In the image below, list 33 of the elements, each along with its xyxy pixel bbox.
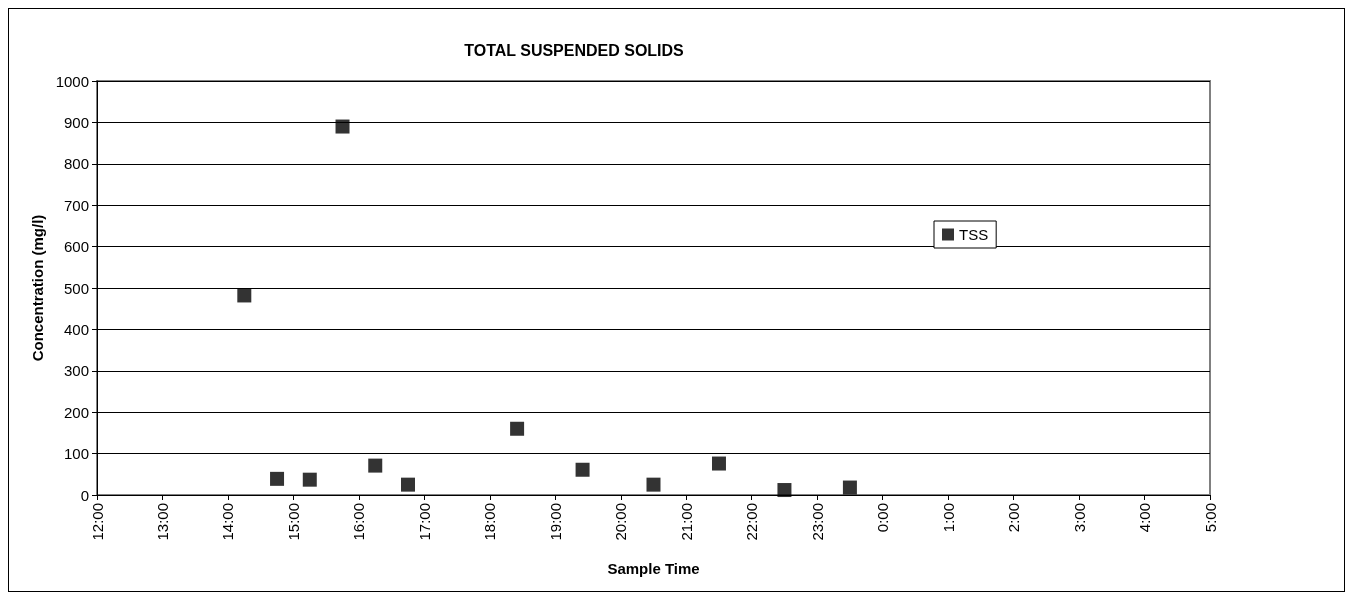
x-tick-label: 18:00 xyxy=(481,503,499,541)
y-tick-label: 400 xyxy=(63,320,89,338)
y-tick-label: 800 xyxy=(63,155,89,173)
x-tick-label: 20:00 xyxy=(612,503,630,541)
x-tick-label: 19:00 xyxy=(546,503,564,541)
y-tick-label: 900 xyxy=(63,113,89,131)
x-tick-label: 3:00 xyxy=(1070,503,1088,533)
y-tick-label: 0 xyxy=(80,486,89,504)
x-axis-title: Sample Time xyxy=(607,560,700,577)
x-tick-label: 23:00 xyxy=(808,503,826,541)
x-tick-label: 21:00 xyxy=(677,503,695,541)
y-tick-label: 1000 xyxy=(55,72,89,90)
x-tick-label: 0:00 xyxy=(874,503,892,533)
x-tick-label: 22:00 xyxy=(743,503,761,541)
x-tick-label: 15:00 xyxy=(284,503,302,541)
chart-title: TOTAL SUSPENDED SOLIDS xyxy=(464,41,685,59)
x-tick-label: 14:00 xyxy=(219,503,237,541)
y-tick-label: 100 xyxy=(63,445,89,463)
x-tick-label: 4:00 xyxy=(1136,503,1154,533)
y-tick-label: 500 xyxy=(63,279,89,297)
y-axis-title: Concentration (mg/l) xyxy=(28,214,46,362)
x-tick-label: 1:00 xyxy=(939,503,957,533)
y-tick-label: 600 xyxy=(63,238,89,256)
x-tick-label: 17:00 xyxy=(415,503,433,541)
y-tick-label: 300 xyxy=(63,362,89,380)
x-tick-label: 5:00 xyxy=(1201,503,1219,533)
legend-label: TSS xyxy=(959,226,989,243)
y-tick-label: 700 xyxy=(63,196,89,214)
x-tick-label: 13:00 xyxy=(153,503,171,541)
x-tick-label: 2:00 xyxy=(1005,503,1023,533)
x-tick-label: 16:00 xyxy=(350,503,368,541)
y-tick-label: 200 xyxy=(63,403,89,421)
x-tick-label: 12:00 xyxy=(88,503,106,541)
